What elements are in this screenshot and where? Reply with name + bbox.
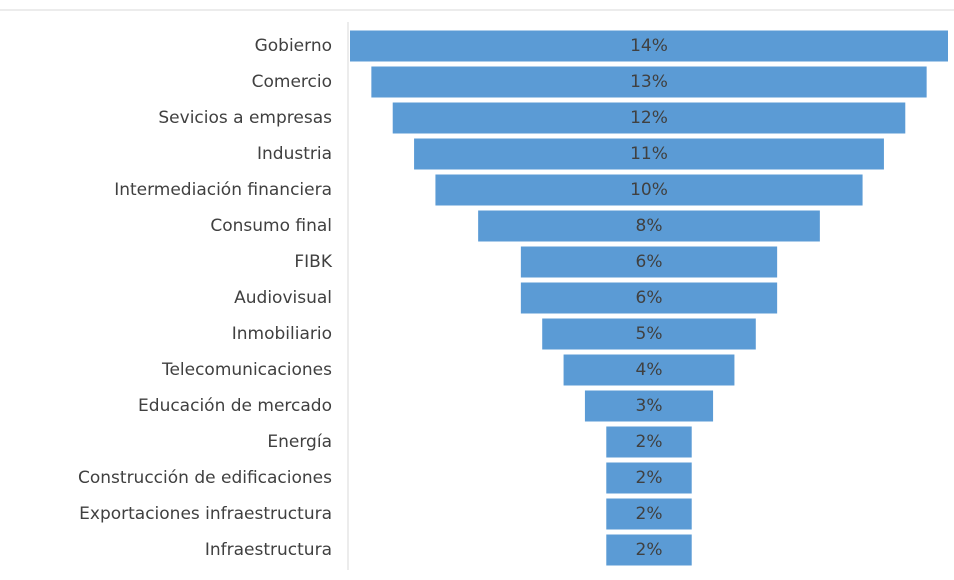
- bar: [520, 282, 778, 314]
- category-label: Gobierno: [255, 36, 332, 56]
- value-label: 5%: [636, 324, 663, 344]
- bar: [392, 102, 906, 134]
- value-label: 2%: [636, 540, 663, 560]
- category-label: Industria: [257, 144, 332, 164]
- bar: [520, 246, 778, 278]
- value-label: 13%: [630, 72, 668, 92]
- category-label: Audiovisual: [234, 288, 332, 308]
- category-label: Comercio: [252, 72, 332, 92]
- value-label: 6%: [636, 252, 663, 272]
- value-label: 8%: [636, 216, 663, 236]
- bar: [606, 462, 692, 494]
- category-label: Telecomunicaciones: [161, 360, 332, 380]
- bar: [414, 138, 884, 170]
- value-label: 14%: [630, 36, 668, 56]
- category-label: Infraestructura: [205, 540, 332, 560]
- category-label: FIBK: [294, 252, 332, 272]
- value-label: 2%: [636, 504, 663, 524]
- bar: [606, 426, 692, 458]
- value-label: 10%: [630, 180, 668, 200]
- category-label: Inmobiliario: [232, 324, 332, 344]
- bar: [371, 66, 927, 98]
- bar: [584, 390, 714, 422]
- category-label: Energía: [267, 432, 332, 452]
- category-label: Exportaciones infraestructura: [79, 504, 332, 524]
- value-label: 6%: [636, 288, 663, 308]
- value-label: 11%: [630, 144, 668, 164]
- bar: [542, 318, 756, 350]
- category-label: Educación de mercado: [138, 396, 332, 416]
- bar: [435, 174, 863, 206]
- category-label: Consumo final: [210, 216, 332, 236]
- category-label: Intermediación financiera: [114, 180, 332, 200]
- value-label: 2%: [636, 468, 663, 488]
- value-label: 4%: [636, 360, 663, 380]
- value-label: 12%: [630, 108, 668, 128]
- value-label: 2%: [636, 432, 663, 452]
- bar: [606, 534, 692, 566]
- bar: [606, 498, 692, 530]
- category-label: Construcción de edificaciones: [78, 468, 332, 488]
- category-label: Sevicios a empresas: [158, 108, 332, 128]
- bar: [478, 210, 820, 242]
- value-label: 3%: [636, 396, 663, 416]
- bar: [350, 30, 948, 62]
- bar: [563, 354, 735, 386]
